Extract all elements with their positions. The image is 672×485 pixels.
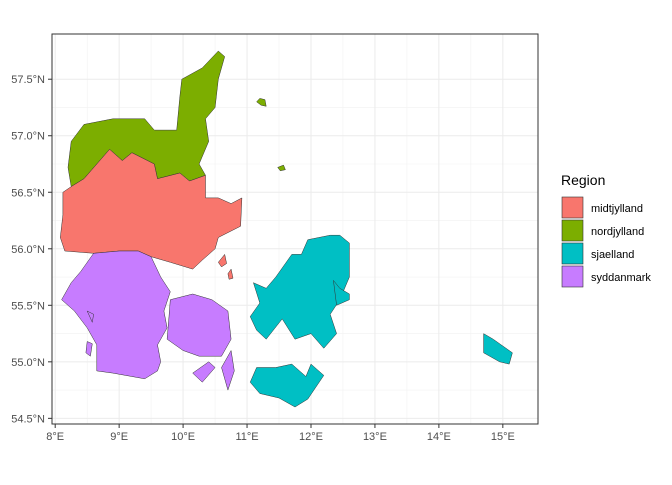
legend-entries: midtjylland nordjylland sjaelland syddanmar… bbox=[561, 196, 651, 288]
region-sjaelland bbox=[249, 363, 325, 408]
y-tick-label: 55.0°N bbox=[11, 357, 45, 369]
legend-label-syddanmark: syddanmark bbox=[591, 272, 651, 284]
region-midtjylland bbox=[218, 254, 227, 268]
plot-panel-border bbox=[51, 33, 539, 425]
region-syddanmark bbox=[86, 310, 94, 323]
region-midtjylland bbox=[60, 149, 243, 270]
x-axis: 8°E 9°E 10°E 11°E 12°E 13°E 14°E 15°E bbox=[46, 424, 515, 443]
region-syddanmark bbox=[61, 250, 171, 380]
legend-label-sjaelland: sjaelland bbox=[591, 249, 634, 261]
x-tick-label: 14°E bbox=[427, 431, 451, 443]
y-tick-label: 57.0°N bbox=[11, 131, 45, 143]
x-tick-label: 9°E bbox=[110, 431, 128, 443]
legend-label-nordjylland: nordjylland bbox=[591, 226, 644, 238]
region-syddanmark bbox=[192, 361, 216, 383]
region-nordjylland bbox=[277, 164, 286, 172]
y-tick-label: 56.5°N bbox=[11, 187, 45, 199]
x-tick-label: 12°E bbox=[299, 431, 323, 443]
y-tick-label: 56.0°N bbox=[11, 244, 45, 256]
x-tick-label: 11°E bbox=[235, 431, 258, 443]
region-midtjylland bbox=[227, 268, 234, 280]
region-syddanmark bbox=[85, 341, 93, 357]
y-tick-label: 57.5°N bbox=[11, 74, 45, 86]
legend-key-sjaelland bbox=[561, 242, 584, 265]
x-tick-label: 10°E bbox=[171, 431, 195, 443]
region-syddanmark bbox=[166, 293, 232, 357]
region-sjaelland bbox=[249, 234, 350, 349]
x-tick-label: 8°E bbox=[46, 431, 64, 443]
x-tick-label: 13°E bbox=[363, 431, 387, 443]
region-nordjylland bbox=[256, 98, 267, 107]
y-tick-label: 55.5°N bbox=[11, 300, 45, 312]
region-syddanmark bbox=[221, 350, 235, 391]
legend: Region midtjylland nordjylland sjaelland sy… bbox=[561, 172, 651, 288]
y-tick-label: 54.5°N bbox=[11, 413, 45, 425]
legend-key-midtjylland bbox=[561, 196, 584, 219]
region-sjaelland bbox=[333, 280, 350, 306]
legend-title: Region bbox=[561, 172, 605, 188]
x-tick-label: 15°E bbox=[491, 431, 515, 443]
legend-label-midtjylland: midtjylland bbox=[591, 203, 643, 215]
region-sjaelland bbox=[483, 333, 513, 365]
legend-key-syddanmark bbox=[561, 265, 584, 288]
y-axis: 54.5°N 55.0°N 55.5°N 56.0°N 56.5°N 57.0°N 57.5… bbox=[11, 74, 52, 425]
legend-key-nordjylland bbox=[561, 219, 584, 242]
region-polygons bbox=[60, 50, 513, 408]
